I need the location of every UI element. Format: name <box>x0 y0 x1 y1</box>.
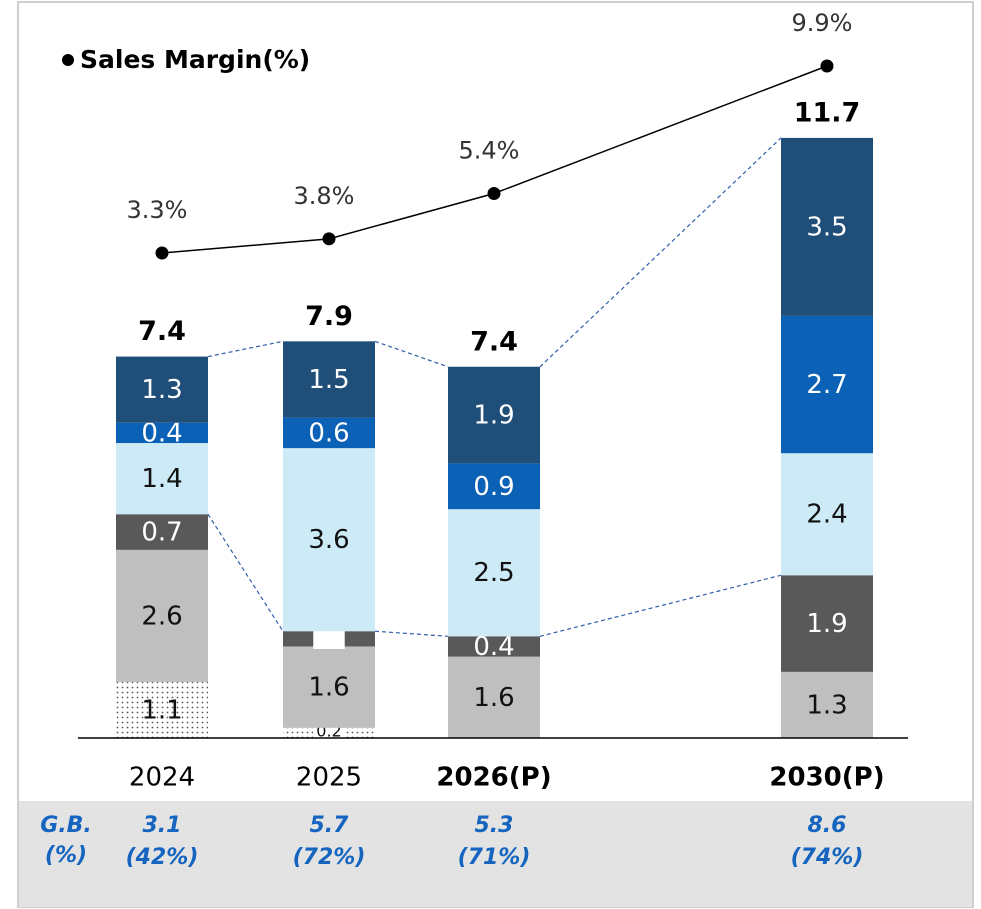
bar-segment <box>283 448 375 632</box>
gb-value: 8.6 <box>808 813 847 838</box>
legend-label: Sales Margin(%) <box>80 45 310 74</box>
x-tick-label: 2025 <box>296 763 362 793</box>
bar-segment <box>448 366 540 464</box>
segment-label: 1.6 <box>473 683 514 713</box>
total-label: 7.9 <box>305 301 353 332</box>
bar-segment <box>448 509 540 637</box>
segment-label: 1.5 <box>308 365 349 395</box>
x-tick-label: 2026(P) <box>436 763 551 793</box>
bar-segment <box>116 549 208 683</box>
bar-segment <box>283 417 375 449</box>
bar-segment <box>781 453 873 576</box>
margin-label: 3.3% <box>127 196 188 224</box>
bar-segment <box>283 341 375 418</box>
legend-dot <box>62 54 74 66</box>
connector <box>207 513 284 632</box>
bar-segment <box>116 356 208 423</box>
gb-title: (%) <box>45 843 87 868</box>
segment-label: 2.4 <box>806 500 847 530</box>
margin-label: 3.8% <box>294 182 355 210</box>
segment-label: 1.6 <box>308 673 349 703</box>
bar-segment <box>781 137 873 316</box>
bar-segment <box>116 443 208 515</box>
gb-share: (74%) <box>791 845 864 870</box>
margin-label: 5.4% <box>459 137 520 165</box>
bar-segment <box>448 636 540 657</box>
total-label: 11.7 <box>794 97 861 128</box>
bar-segment <box>116 422 208 444</box>
margin-point <box>487 187 501 200</box>
gb-value: 5.7 <box>310 813 350 838</box>
segment-label: 2.7 <box>806 370 847 400</box>
x-tick-label: 2030(P) <box>769 763 884 793</box>
segment-label: 0.3 <box>316 630 341 649</box>
bar-segment <box>448 463 540 510</box>
segment-label: 3.5 <box>806 212 847 242</box>
gb-value: 3.1 <box>143 813 182 838</box>
bar-segment <box>781 315 873 454</box>
connector <box>539 137 782 368</box>
bar-segment <box>781 575 873 672</box>
gb-share: (72%) <box>293 845 366 870</box>
margin-line <box>161 65 828 254</box>
segment-label: 1.1 <box>141 696 182 726</box>
margin-point <box>155 246 169 260</box>
total-label: 7.4 <box>470 326 518 357</box>
margin-label: 9.9% <box>792 9 853 37</box>
segment-label: 1.3 <box>806 690 847 720</box>
segment-label: 1.9 <box>806 609 847 639</box>
gb-title: G.B. <box>40 813 92 838</box>
margin-point <box>820 59 834 73</box>
connector <box>374 340 449 368</box>
segment-label: 0.6 <box>308 418 349 448</box>
total-label: 7.4 <box>138 316 186 347</box>
gb-value: 5.3 <box>475 813 514 838</box>
connector <box>374 630 449 637</box>
segment-label: 2.5 <box>473 558 514 588</box>
x-tick-label: 2024 <box>129 763 195 793</box>
segment-label: 1.9 <box>473 401 514 431</box>
margin-point <box>322 232 336 246</box>
connector <box>539 574 782 637</box>
bar-segment <box>448 656 540 738</box>
segment-label: 0.9 <box>473 472 514 502</box>
segment-label: 2.6 <box>141 601 182 631</box>
segment-label: 3.6 <box>308 525 349 555</box>
segment-label: 0.7 <box>141 518 182 548</box>
bar-segment <box>781 671 873 738</box>
gb-share: (71%) <box>458 845 531 870</box>
bar-segment <box>116 514 208 550</box>
segment-label: 0.4 <box>473 632 514 662</box>
connector <box>207 340 284 358</box>
bar-segment <box>116 682 208 738</box>
segment-label: 0.4 <box>141 418 182 448</box>
bar-segment <box>283 646 375 728</box>
segment-label: 1.3 <box>141 375 182 405</box>
gb-panel <box>19 801 972 907</box>
label-bg <box>313 629 345 649</box>
segment-label: 1.4 <box>141 464 182 494</box>
gb-share: (42%) <box>126 845 199 870</box>
